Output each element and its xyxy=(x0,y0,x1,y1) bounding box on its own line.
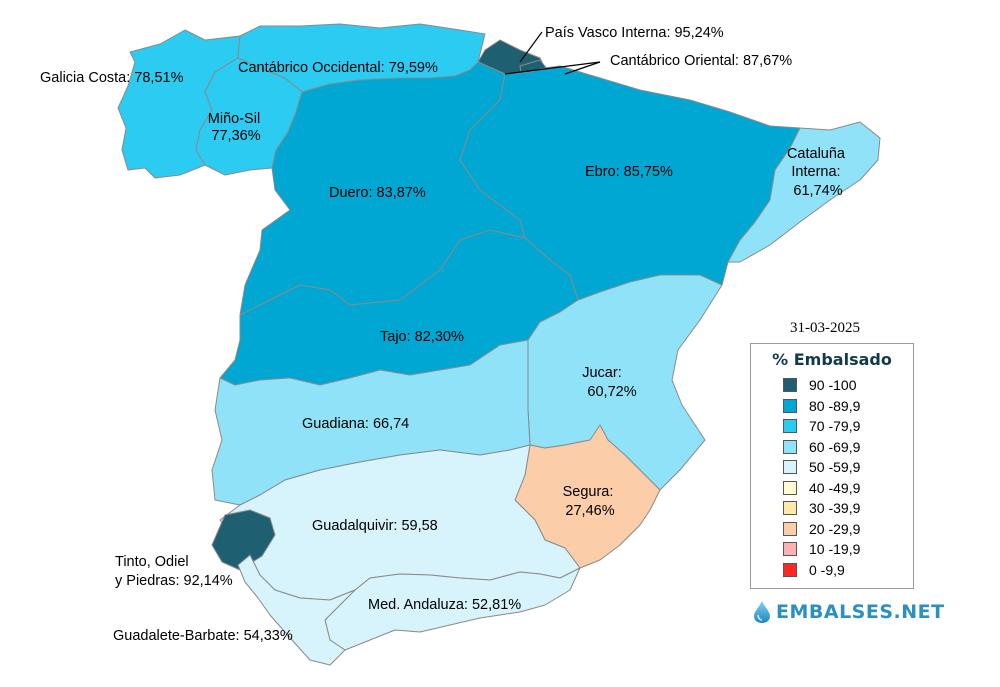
legend-swatch xyxy=(783,542,797,557)
legend-item: 80 -89,9 xyxy=(751,396,913,417)
brand-logo[interactable]: EMBALSES.NET xyxy=(752,600,945,624)
brand-text: EMBALSES.NET xyxy=(776,601,945,623)
legend-item: 50 -59,9 xyxy=(751,457,913,478)
legend-label: 20 -29,9 xyxy=(809,520,861,537)
legend-title: % Embalsado xyxy=(772,350,892,369)
label-jucar-line1: Jucar: xyxy=(582,365,622,381)
label-tinto-odiel: Tinto, Odiel y Piedras: 92,14% xyxy=(115,554,233,589)
legend-label: 0 -9,9 xyxy=(809,561,845,578)
label-cataluna-line1: Cataluña xyxy=(787,146,846,162)
legend-item: 40 -49,9 xyxy=(751,478,913,499)
legend-swatch xyxy=(783,521,797,536)
label-guadiana: Guadiana: 66,74 xyxy=(302,416,409,432)
label-cataluna-line2: Interna: xyxy=(791,164,840,180)
label-cataluna-line3: 61,74% xyxy=(793,183,842,199)
legend-swatch xyxy=(783,419,797,434)
legend-label: 30 -39,9 xyxy=(809,500,861,517)
region-cataluna-interna[interactable] xyxy=(727,121,881,263)
label-mino-sil-line2: 77,36% xyxy=(211,128,260,144)
label-med-andaluza: Med. Andaluza: 52,81% xyxy=(368,597,521,613)
legend-swatch xyxy=(783,398,797,413)
legend-label: 60 -69,9 xyxy=(809,438,861,455)
legend-item: 90 -100 xyxy=(751,375,913,396)
legend-item: 30 -39,9 xyxy=(751,498,913,519)
legend-item: 20 -29,9 xyxy=(751,519,913,540)
label-jucar-line2: 60,72% xyxy=(587,384,636,400)
label-cantabrico-occidental: Cantábrico Occidental: 79,59% xyxy=(238,60,438,76)
label-cantabrico-oriental: Cantábrico Oriental: 87,67% xyxy=(610,53,792,69)
legend-label: 50 -59,9 xyxy=(809,459,861,476)
legend-swatch xyxy=(783,480,797,495)
legend-rows: 90 -100 80 -89,9 70 -79,9 60 -69,9 50 -59,9 4… xyxy=(751,375,913,580)
label-pais-vasco-interna: País Vasco Interna: 95,24% xyxy=(545,25,724,41)
legend-label: 90 -100 xyxy=(809,377,857,394)
legend-item: 70 -79,9 xyxy=(751,416,913,437)
label-mino-sil: Miño-Sil 77,36% xyxy=(208,111,264,144)
legend-swatch xyxy=(783,460,797,475)
legend-swatch xyxy=(783,501,797,516)
label-cataluna-interna: Cataluña Interna: 61,74% xyxy=(787,146,849,199)
legend-swatch xyxy=(783,562,797,577)
region-tinto-odiel[interactable] xyxy=(211,509,276,571)
legend-label: 80 -89,9 xyxy=(809,397,861,414)
label-galicia-costa: Galicia Costa: 78,51% xyxy=(40,70,184,86)
leader-cantabrico-oriental-b xyxy=(564,61,601,75)
legend-swatch xyxy=(783,378,797,393)
label-tinto-line2: y Piedras: 92,14% xyxy=(115,573,233,589)
label-tajo: Tajo: 82,30% xyxy=(380,329,464,345)
label-guadalete-barbate: Guadalete-Barbate: 54,33% xyxy=(113,628,293,644)
region-guadalete-barbate[interactable] xyxy=(237,554,356,666)
legend-item: 10 -19,9 xyxy=(751,539,913,560)
label-mino-sil-line1: Miño-Sil xyxy=(208,111,260,127)
label-segura: Segura: 27,46% xyxy=(563,484,618,519)
legend-item: 0 -9,9 xyxy=(751,560,913,581)
water-drop-icon xyxy=(754,601,770,623)
leader-pais-vasco xyxy=(519,31,543,63)
label-jucar: Jucar: 60,72% xyxy=(582,365,636,400)
label-ebro: Ebro: 85,75% xyxy=(585,164,673,180)
legend-label: 40 -49,9 xyxy=(809,479,861,496)
legend-swatch xyxy=(783,439,797,454)
label-segura-line2: 27,46% xyxy=(565,503,614,519)
label-tinto-line1: Tinto, Odiel xyxy=(115,554,189,570)
legend: % Embalsado 90 -100 80 -89,9 70 -79,9 60 -6… xyxy=(750,343,914,589)
legend-item: 60 -69,9 xyxy=(751,437,913,458)
label-guadalquivir: Guadalquivir: 59,58 xyxy=(312,518,438,534)
legend-label: 70 -79,9 xyxy=(809,418,861,435)
map-date: 31-03-2025 xyxy=(790,320,860,336)
label-duero: Duero: 83,87% xyxy=(329,185,426,201)
legend-label: 10 -19,9 xyxy=(809,541,861,558)
leader-cantabrico-oriental-a xyxy=(504,61,601,75)
label-segura-line1: Segura: xyxy=(563,484,614,500)
